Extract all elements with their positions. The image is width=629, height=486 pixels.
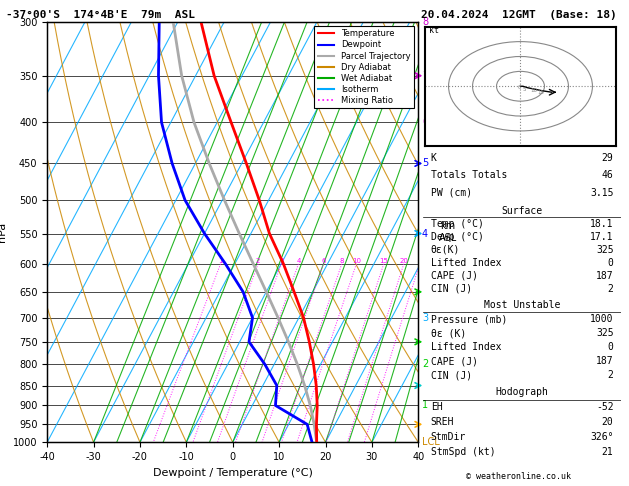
Text: 2: 2 — [608, 370, 613, 381]
Text: SREH: SREH — [431, 417, 454, 427]
Text: 5: 5 — [422, 158, 428, 169]
Text: 3: 3 — [279, 258, 284, 264]
Text: StmSpd (kt): StmSpd (kt) — [431, 447, 495, 457]
Text: LCL: LCL — [422, 437, 440, 447]
Text: 10: 10 — [352, 258, 361, 264]
Text: θε(K): θε(K) — [431, 245, 460, 255]
Text: CIN (J): CIN (J) — [431, 284, 472, 294]
Text: PW (cm): PW (cm) — [431, 188, 472, 198]
Text: 325: 325 — [596, 245, 613, 255]
Text: Surface: Surface — [501, 206, 543, 216]
Text: 18.1: 18.1 — [590, 219, 613, 229]
Text: 4: 4 — [296, 258, 301, 264]
Text: Totals Totals: Totals Totals — [431, 171, 507, 180]
Text: 6: 6 — [422, 117, 428, 127]
Text: 20.04.2024  12GMT  (Base: 18): 20.04.2024 12GMT (Base: 18) — [421, 10, 617, 20]
Text: 15: 15 — [537, 90, 544, 95]
Text: Dewp (°C): Dewp (°C) — [431, 232, 484, 242]
Text: 6: 6 — [321, 258, 326, 264]
Text: 325: 325 — [596, 328, 613, 338]
Text: Most Unstable: Most Unstable — [484, 300, 560, 310]
Text: 1000: 1000 — [590, 314, 613, 324]
Text: 0: 0 — [608, 342, 613, 352]
Text: Temp (°C): Temp (°C) — [431, 219, 484, 229]
Text: 4: 4 — [422, 228, 428, 239]
Text: 8: 8 — [340, 258, 344, 264]
Text: K: K — [431, 153, 437, 163]
Text: 21: 21 — [602, 447, 613, 457]
Y-axis label: km
ASL: km ASL — [439, 221, 457, 243]
Text: 5: 5 — [523, 87, 526, 92]
Text: 326°: 326° — [590, 432, 613, 442]
Text: 7: 7 — [422, 70, 428, 81]
Text: 20: 20 — [602, 417, 613, 427]
Text: StmDir: StmDir — [431, 432, 466, 442]
Text: 3: 3 — [422, 312, 428, 323]
Text: 46: 46 — [602, 171, 613, 180]
Text: © weatheronline.co.uk: © weatheronline.co.uk — [467, 472, 571, 481]
Text: Pressure (mb): Pressure (mb) — [431, 314, 507, 324]
Text: 10: 10 — [530, 88, 537, 93]
Text: 2: 2 — [422, 359, 428, 369]
Text: 1: 1 — [218, 258, 223, 264]
Text: 1: 1 — [422, 400, 428, 411]
Text: 0: 0 — [518, 85, 521, 90]
Text: Lifted Index: Lifted Index — [431, 258, 501, 268]
Text: 0: 0 — [608, 258, 613, 268]
Text: 20: 20 — [399, 258, 408, 264]
Text: CAPE (J): CAPE (J) — [431, 271, 477, 281]
Legend: Temperature, Dewpoint, Parcel Trajectory, Dry Adiabat, Wet Adiabat, Isotherm, Mi: Temperature, Dewpoint, Parcel Trajectory… — [314, 26, 414, 108]
Text: 187: 187 — [596, 356, 613, 366]
Text: EH: EH — [431, 402, 442, 412]
Text: CAPE (J): CAPE (J) — [431, 356, 477, 366]
Text: -37°00'S  174°4B'E  79m  ASL: -37°00'S 174°4B'E 79m ASL — [6, 10, 195, 20]
Text: Lifted Index: Lifted Index — [431, 342, 501, 352]
Text: 17.1: 17.1 — [590, 232, 613, 242]
Text: 8: 8 — [422, 17, 428, 27]
Text: 15: 15 — [379, 258, 388, 264]
Text: 2: 2 — [608, 284, 613, 294]
X-axis label: Dewpoint / Temperature (°C): Dewpoint / Temperature (°C) — [153, 468, 313, 478]
Text: -52: -52 — [596, 402, 613, 412]
Text: 2: 2 — [256, 258, 260, 264]
Text: kt: kt — [430, 26, 440, 35]
Text: 3.15: 3.15 — [590, 188, 613, 198]
Y-axis label: hPa: hPa — [0, 222, 8, 242]
Text: 187: 187 — [596, 271, 613, 281]
Text: 29: 29 — [602, 153, 613, 163]
Text: θε (K): θε (K) — [431, 328, 466, 338]
Text: CIN (J): CIN (J) — [431, 370, 472, 381]
Text: Hodograph: Hodograph — [496, 387, 548, 398]
